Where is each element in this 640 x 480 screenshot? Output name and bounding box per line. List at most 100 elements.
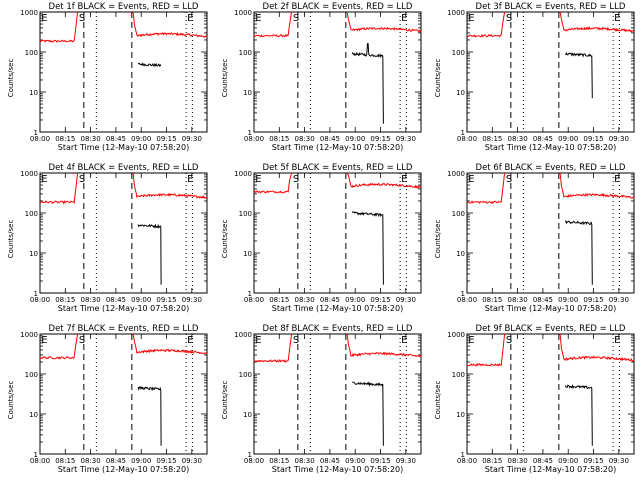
- x-tick-label: 09:30: [182, 135, 202, 143]
- x-tick-label: 08:45: [106, 296, 126, 304]
- y-axis-label: Counts/sec: [7, 220, 15, 259]
- x-tick-label: 09:30: [396, 457, 416, 465]
- events-series-line: [137, 386, 162, 446]
- saa-marker-label: S: [293, 13, 299, 24]
- events-series-line: [351, 43, 384, 124]
- panel-title: Det 6f BLACK = Events, RED = LLD: [476, 163, 626, 173]
- y-tick-label: 1000: [20, 170, 38, 178]
- x-tick-label: 08:30: [81, 296, 101, 304]
- lld-series-line: [466, 11, 635, 38]
- eclipse-marker-label: E: [614, 174, 620, 185]
- y-axis-label: Counts/sec: [7, 59, 15, 98]
- y-axis-label: Counts/sec: [221, 220, 229, 259]
- x-tick-label: 08:00: [30, 296, 50, 304]
- y-tick-label: 100: [239, 371, 252, 379]
- events-series-line: [565, 51, 593, 99]
- events-series-line: [351, 211, 384, 285]
- eclipse-marker-label: E: [401, 335, 407, 346]
- y-tick-label: 1000: [447, 9, 465, 17]
- lld-series-line: [253, 11, 422, 38]
- x-tick-label: 09:00: [131, 135, 151, 143]
- eclipse-marker-label: E: [468, 335, 474, 346]
- detector-panel: Det 6f BLACK = Events, RED = LLD 1 10 100 10…: [434, 163, 635, 313]
- eclipse-marker-label: E: [401, 13, 407, 24]
- x-tick-label: 08:00: [457, 296, 477, 304]
- saa-marker-label: S: [79, 13, 85, 24]
- y-tick-label: 1000: [447, 331, 465, 339]
- x-tick-label: 09:00: [558, 135, 578, 143]
- plot-frame: [39, 172, 208, 294]
- eclipse-marker-label: E: [41, 13, 47, 24]
- x-tick-label: 09:30: [396, 135, 416, 143]
- y-tick-label: 1000: [447, 170, 465, 178]
- y-tick-label: 1000: [234, 331, 252, 339]
- y-tick-label: 1: [461, 129, 465, 137]
- y-tick-label: 1: [461, 451, 465, 459]
- y-tick-label: 100: [239, 49, 252, 57]
- x-tick-label: 09:30: [396, 296, 416, 304]
- y-tick-label: 100: [452, 371, 465, 379]
- plot-frame: [466, 172, 635, 294]
- x-tick-label: 09:30: [182, 457, 202, 465]
- panel-title: Det 1f BLACK = Events, RED = LLD: [49, 2, 199, 12]
- y-tick-label: 1: [461, 290, 465, 298]
- events-series-line: [137, 223, 162, 285]
- x-tick-label: 09:15: [583, 135, 603, 143]
- x-tick-label: 08:15: [269, 135, 289, 143]
- x-tick-label: 08:15: [482, 457, 502, 465]
- detector-panel: Det 4f BLACK = Events, RED = LLD 1 10 100 10…: [7, 163, 208, 313]
- x-tick-label: 09:00: [345, 457, 365, 465]
- x-tick-label: 08:00: [30, 135, 50, 143]
- lld-series-line: [40, 172, 208, 205]
- y-tick-label: 10: [29, 411, 38, 419]
- lld-series-line: [39, 11, 208, 43]
- x-tick-label: 08:00: [244, 135, 264, 143]
- lld-series-line: [466, 333, 635, 367]
- x-tick-label: 08:15: [55, 296, 75, 304]
- x-tick-label: 08:30: [295, 457, 315, 465]
- detector-panel: Det 7f BLACK = Events, RED = LLD 1 10 100 10…: [7, 324, 208, 474]
- x-tick-label: 08:30: [81, 135, 101, 143]
- plot-frame: [253, 11, 422, 133]
- lld-series-line: [253, 333, 422, 363]
- eclipse-marker-label: E: [255, 13, 261, 24]
- eclipse-marker-label: E: [614, 335, 620, 346]
- y-axis-label: Counts/sec: [221, 59, 229, 98]
- events-series-line: [137, 62, 162, 68]
- y-tick-label: 10: [243, 411, 252, 419]
- x-axis-label: Start Time (12-May-10 07:58:20): [272, 465, 403, 474]
- detector-panel: Det 5f BLACK = Events, RED = LLD 1 10 100 10…: [221, 163, 422, 313]
- detector-panel: Det 8f BLACK = Events, RED = LLD 1 10 100 10…: [221, 324, 422, 474]
- x-tick-label: 09:15: [370, 296, 390, 304]
- eclipse-marker-label: E: [401, 174, 407, 185]
- x-tick-label: 08:30: [508, 296, 528, 304]
- x-tick-label: 08:00: [30, 457, 50, 465]
- y-tick-label: 1: [248, 129, 252, 137]
- x-tick-label: 09:00: [131, 457, 151, 465]
- x-tick-label: 08:00: [244, 296, 264, 304]
- panel-title: Det 3f BLACK = Events, RED = LLD: [476, 2, 626, 12]
- eclipse-marker-label: E: [468, 174, 474, 185]
- x-tick-label: 09:15: [370, 135, 390, 143]
- y-tick-label: 1000: [234, 170, 252, 178]
- eclipse-marker-label: E: [41, 174, 47, 185]
- y-tick-label: 1000: [234, 9, 252, 17]
- x-tick-label: 09:15: [583, 457, 603, 465]
- y-tick-label: 10: [456, 89, 465, 97]
- saa-marker-label: S: [293, 174, 299, 185]
- x-tick-label: 09:00: [345, 135, 365, 143]
- saa-marker-label: S: [79, 174, 85, 185]
- x-tick-label: 09:00: [558, 457, 578, 465]
- x-tick-label: 08:45: [320, 135, 340, 143]
- y-tick-label: 100: [25, 49, 38, 57]
- y-tick-label: 100: [239, 210, 252, 218]
- x-tick-label: 09:15: [370, 457, 390, 465]
- y-tick-label: 10: [456, 411, 465, 419]
- y-tick-label: 1: [34, 129, 38, 137]
- x-tick-label: 08:30: [508, 135, 528, 143]
- panel-title: Det 8f BLACK = Events, RED = LLD: [263, 324, 413, 334]
- y-tick-label: 10: [243, 250, 252, 258]
- x-axis-label: Start Time (12-May-10 07:58:20): [485, 465, 616, 474]
- y-tick-label: 1: [34, 451, 38, 459]
- x-tick-label: 08:45: [533, 457, 553, 465]
